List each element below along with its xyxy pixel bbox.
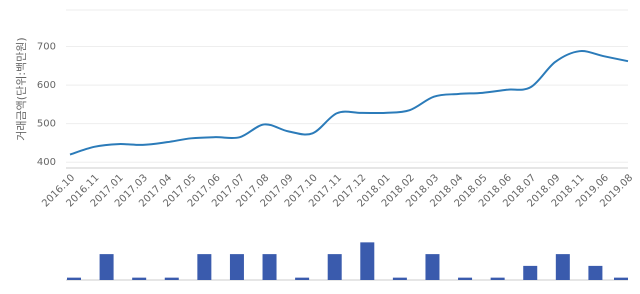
volume-bar [588,265,603,280]
y-tick-label: 500 [37,119,56,130]
volume-bar [555,254,570,280]
volume-bar [360,242,375,280]
volume-bar [67,277,81,280]
y-tick-label: 400 [37,157,56,168]
volume-bar [614,277,628,280]
price-line [69,50,629,156]
volume-bar [229,254,244,280]
volume-bar [132,277,147,280]
volume-bar [262,254,277,280]
volume-bar [295,277,310,280]
y-tick-label: 700 [37,42,56,53]
y-axis-label: 거래금액(단위:백만원) [15,37,28,140]
volume-bar [197,254,212,280]
y-tick-label: 600 [37,80,56,91]
volume-bar [392,277,407,280]
volume-bar [164,277,179,280]
volume-bar [523,265,538,280]
volume-bar [490,277,505,280]
volume-bar [99,254,114,280]
volume-bar [458,277,473,280]
volume-bar [327,254,342,280]
volume-bar [425,254,440,280]
